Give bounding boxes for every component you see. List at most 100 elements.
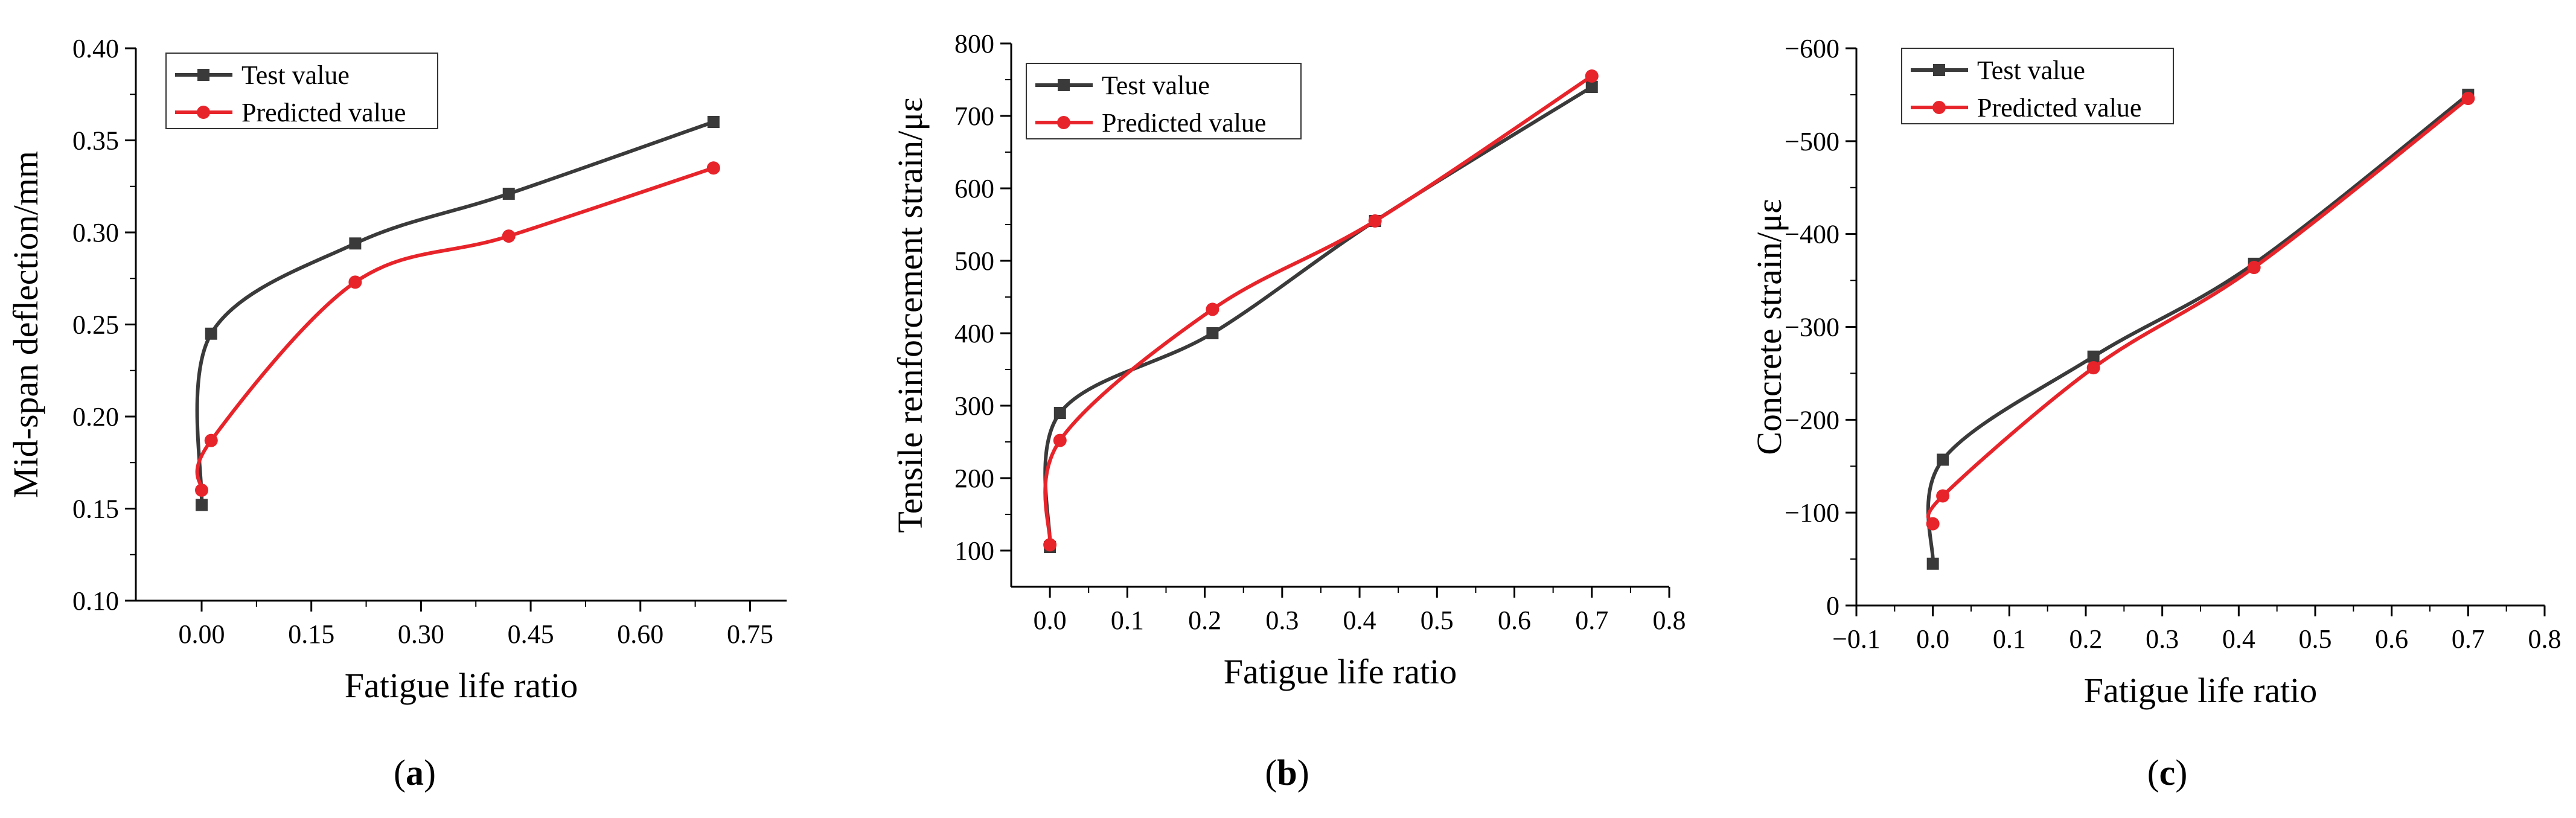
x-tick-label: 0.00: [179, 619, 225, 649]
y-axis-title: Concrete strain/με: [1750, 199, 1789, 455]
panel-label-open: (: [2147, 753, 2159, 793]
series-line: [1043, 85, 1593, 548]
legend-marker-square: [1058, 79, 1070, 91]
panel-label-letter: a: [406, 753, 424, 793]
y-tick-label: 0.30: [72, 218, 119, 248]
series-predicted-value: [1043, 69, 1599, 552]
panel-label-open: (: [1265, 753, 1277, 793]
y-tick-label: −200: [1785, 405, 1839, 435]
legend: Test value Predicted value: [1026, 63, 1302, 139]
x-tick-label: 0.1: [1993, 624, 2026, 654]
x-tick-label: 0.5: [1421, 606, 1454, 635]
y-tick-label: 0.35: [72, 126, 119, 156]
panel-label-close: ): [1297, 753, 1309, 793]
legend-marker-circle: [1057, 116, 1070, 129]
legend-box: [1026, 63, 1302, 139]
data-point-square: [196, 499, 208, 511]
data-point-circle: [2086, 361, 2100, 375]
chart-panel-b: 0.0 0.1 0.2 0.3 0.4 0.5 0.6 0.7 0.8 100 200 300 400 5…: [890, 29, 1686, 793]
y-tick-label: −300: [1785, 313, 1839, 342]
panel-label-close: ): [424, 753, 436, 793]
legend-marker-square: [197, 69, 209, 81]
panel-label: (c): [2147, 753, 2188, 793]
x-tick-label: 0.75: [727, 619, 773, 649]
panel-label-open: (: [394, 753, 406, 793]
data-point-square: [707, 116, 720, 128]
data-point-circle: [195, 484, 209, 497]
legend-label: Predicted value: [1977, 93, 2141, 123]
series-line: [1926, 93, 2470, 564]
data-point-circle: [2461, 92, 2475, 106]
x-tick-label: 0.6: [2375, 624, 2408, 654]
legend-label: Test value: [1102, 71, 1210, 100]
data-point-square: [1053, 407, 1066, 419]
data-point-square: [1926, 557, 1939, 570]
chart-panel-c: −0.1 0.0 0.1 0.2 0.3 0.4 0.5 0.6 0.7 0.8 0 −100 −200…: [1750, 34, 2562, 793]
data-point-square: [1585, 81, 1598, 93]
panel-label: (b): [1265, 753, 1309, 793]
y-tick-label: 800: [954, 29, 994, 59]
series-line: [1043, 74, 1593, 545]
legend-box: [165, 53, 438, 129]
legend-label: Test value: [1977, 56, 2085, 85]
x-tick-label: 0.8: [2528, 624, 2562, 654]
y-tick-label: 200: [954, 464, 994, 493]
x-tick-label: 0.3: [1265, 606, 1299, 635]
legend: Test value Predicted value: [165, 53, 438, 129]
x-tick-label: 0.4: [1343, 606, 1376, 635]
legend-label: Predicted value: [1102, 108, 1266, 138]
y-axis-title: Tensile reinforcement strain/με: [890, 97, 930, 532]
y-tick-label: 0.20: [72, 402, 119, 432]
x-tick-label: 0.3: [2146, 624, 2179, 654]
y-tick-label: 0: [1826, 591, 1839, 621]
series-predicted-value: [1926, 92, 2475, 531]
y-tick-label: 0.15: [72, 494, 119, 524]
data-point-circle: [204, 433, 218, 447]
x-axis-title: Fatigue life ratio: [2084, 671, 2318, 710]
y-tick-label: −400: [1785, 220, 1839, 249]
panel-label-letter: b: [1277, 753, 1297, 793]
legend-marker-circle: [197, 106, 210, 119]
data-point-circle: [1936, 489, 1950, 503]
series-test-value: [195, 116, 720, 511]
x-tick-label: 0.7: [2452, 624, 2485, 654]
panel-label-letter: c: [2159, 753, 2176, 793]
y-tick-label: 0.10: [72, 586, 119, 616]
data-point-circle: [1926, 517, 1940, 531]
x-tick-label: 0.7: [1575, 606, 1608, 635]
x-tick-label: 0.0: [1916, 624, 1949, 654]
x-tick-label: 0.5: [2299, 624, 2332, 654]
series-predicted-value: [195, 161, 720, 497]
x-axis-title: Fatigue life ratio: [1224, 652, 1457, 691]
chart-panel-a: 0.00 0.15 0.30 0.45 0.60 0.75 0.10 0.15 0.20 0.25…: [6, 34, 787, 793]
data-point-square: [502, 187, 515, 200]
data-point-square: [349, 237, 362, 250]
legend-box: [1901, 48, 2174, 124]
y-tick-label: −100: [1785, 498, 1839, 528]
y-tick-label: −600: [1785, 34, 1839, 63]
x-tick-label: −0.1: [1832, 624, 1881, 654]
data-point-circle: [1585, 69, 1599, 83]
legend-label: Test value: [241, 60, 350, 90]
data-point-square: [1206, 327, 1219, 339]
legend-marker-circle: [1932, 101, 1946, 114]
data-point-circle: [1368, 214, 1382, 228]
y-tick-label: 300: [954, 391, 994, 421]
y-axis-title: Mid-span deflection/mm: [6, 151, 45, 498]
y-tick-label: 100: [954, 536, 994, 566]
data-point-circle: [2247, 261, 2261, 275]
y-tick-label: 600: [954, 174, 994, 203]
data-point-square: [205, 327, 217, 340]
x-tick-label: 0.4: [2222, 624, 2255, 654]
data-point-square: [2087, 350, 2100, 363]
panel-label: (a): [394, 753, 436, 793]
x-tick-label: 0.30: [398, 619, 444, 649]
legend: Test value Predicted value: [1901, 48, 2174, 124]
x-tick-label: 0.2: [1188, 606, 1221, 635]
x-axis-title: Fatigue life ratio: [345, 666, 578, 705]
x-tick-label: 0.2: [2069, 624, 2103, 654]
y-tick-label: 500: [954, 246, 994, 276]
data-point-square: [1937, 453, 1949, 466]
data-point-circle: [706, 161, 720, 175]
